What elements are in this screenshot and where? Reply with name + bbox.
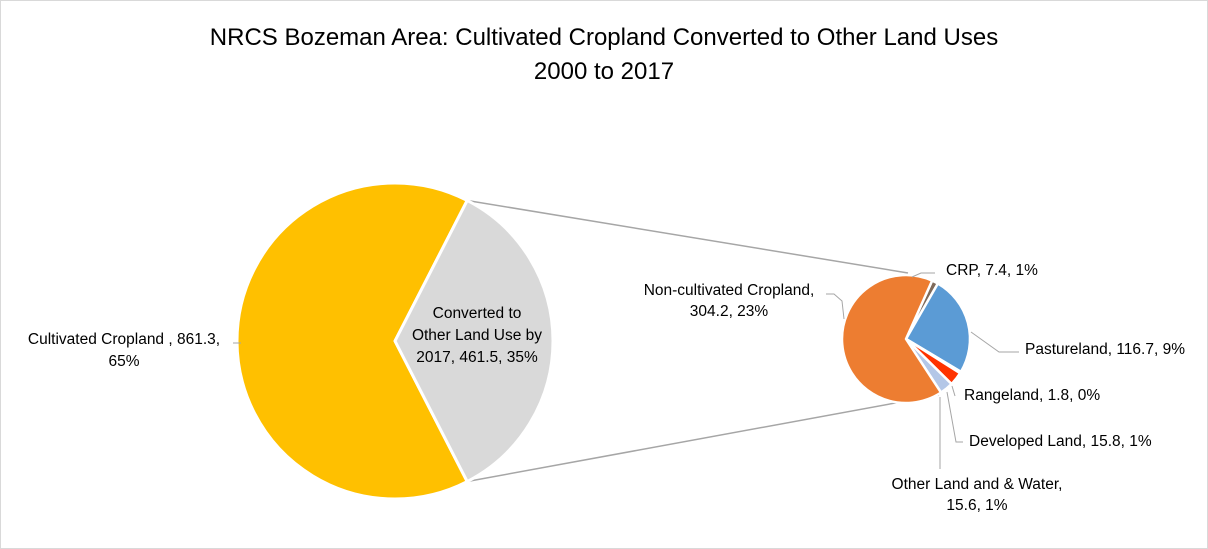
leader-sub-crp bbox=[911, 272, 935, 278]
chart-title: NRCS Bozeman Area: Cultivated Cropland C… bbox=[1, 21, 1207, 89]
leader-sub-rangeland bbox=[951, 385, 956, 397]
connector-line-upper bbox=[467, 199, 909, 274]
label-sub-rangeland: Rangeland, 1.8, 0% bbox=[964, 387, 1100, 404]
connector-line-lower bbox=[467, 394, 940, 483]
leader-sub-developed-land bbox=[946, 391, 963, 443]
label-main-cultivated-cropland: Cultivated Cropland , 861.3, 65% bbox=[28, 331, 220, 370]
main-slice-cultivated-cropland bbox=[235, 181, 469, 501]
leader-sub-non-cultivated-cropland bbox=[826, 293, 845, 320]
main-slice-converted-to-other-land-use-by-2017 bbox=[393, 198, 555, 484]
chart-title-line-2: 2000 to 2017 bbox=[533, 58, 675, 85]
label-main-converted-to-other-land-use-by-2017: Converted to Other Land Use by 2017, 461.5… bbox=[412, 305, 542, 366]
label-sub-non-cultivated-cropland: Non-cultivated Cropland, 304.2, 23% bbox=[644, 282, 815, 320]
label-sub-other-land-and-and-water: Other Land and & Water, 15.6, 1% bbox=[892, 476, 1063, 514]
label-sub-crp: CRP, 7.4, 1% bbox=[946, 262, 1038, 279]
sub-slice-pastureland bbox=[904, 282, 972, 374]
label-sub-pastureland: Pastureland, 116.7, 9% bbox=[1025, 341, 1185, 358]
label-sub-developed-land: Developed Land, 15.8, 1% bbox=[969, 433, 1152, 450]
sub-slice-non-cultivated-cropland bbox=[840, 273, 943, 405]
chart-title-line-1: NRCS Bozeman Area: Cultivated Cropland C… bbox=[209, 24, 999, 51]
leader-sub-pastureland bbox=[970, 331, 1019, 353]
